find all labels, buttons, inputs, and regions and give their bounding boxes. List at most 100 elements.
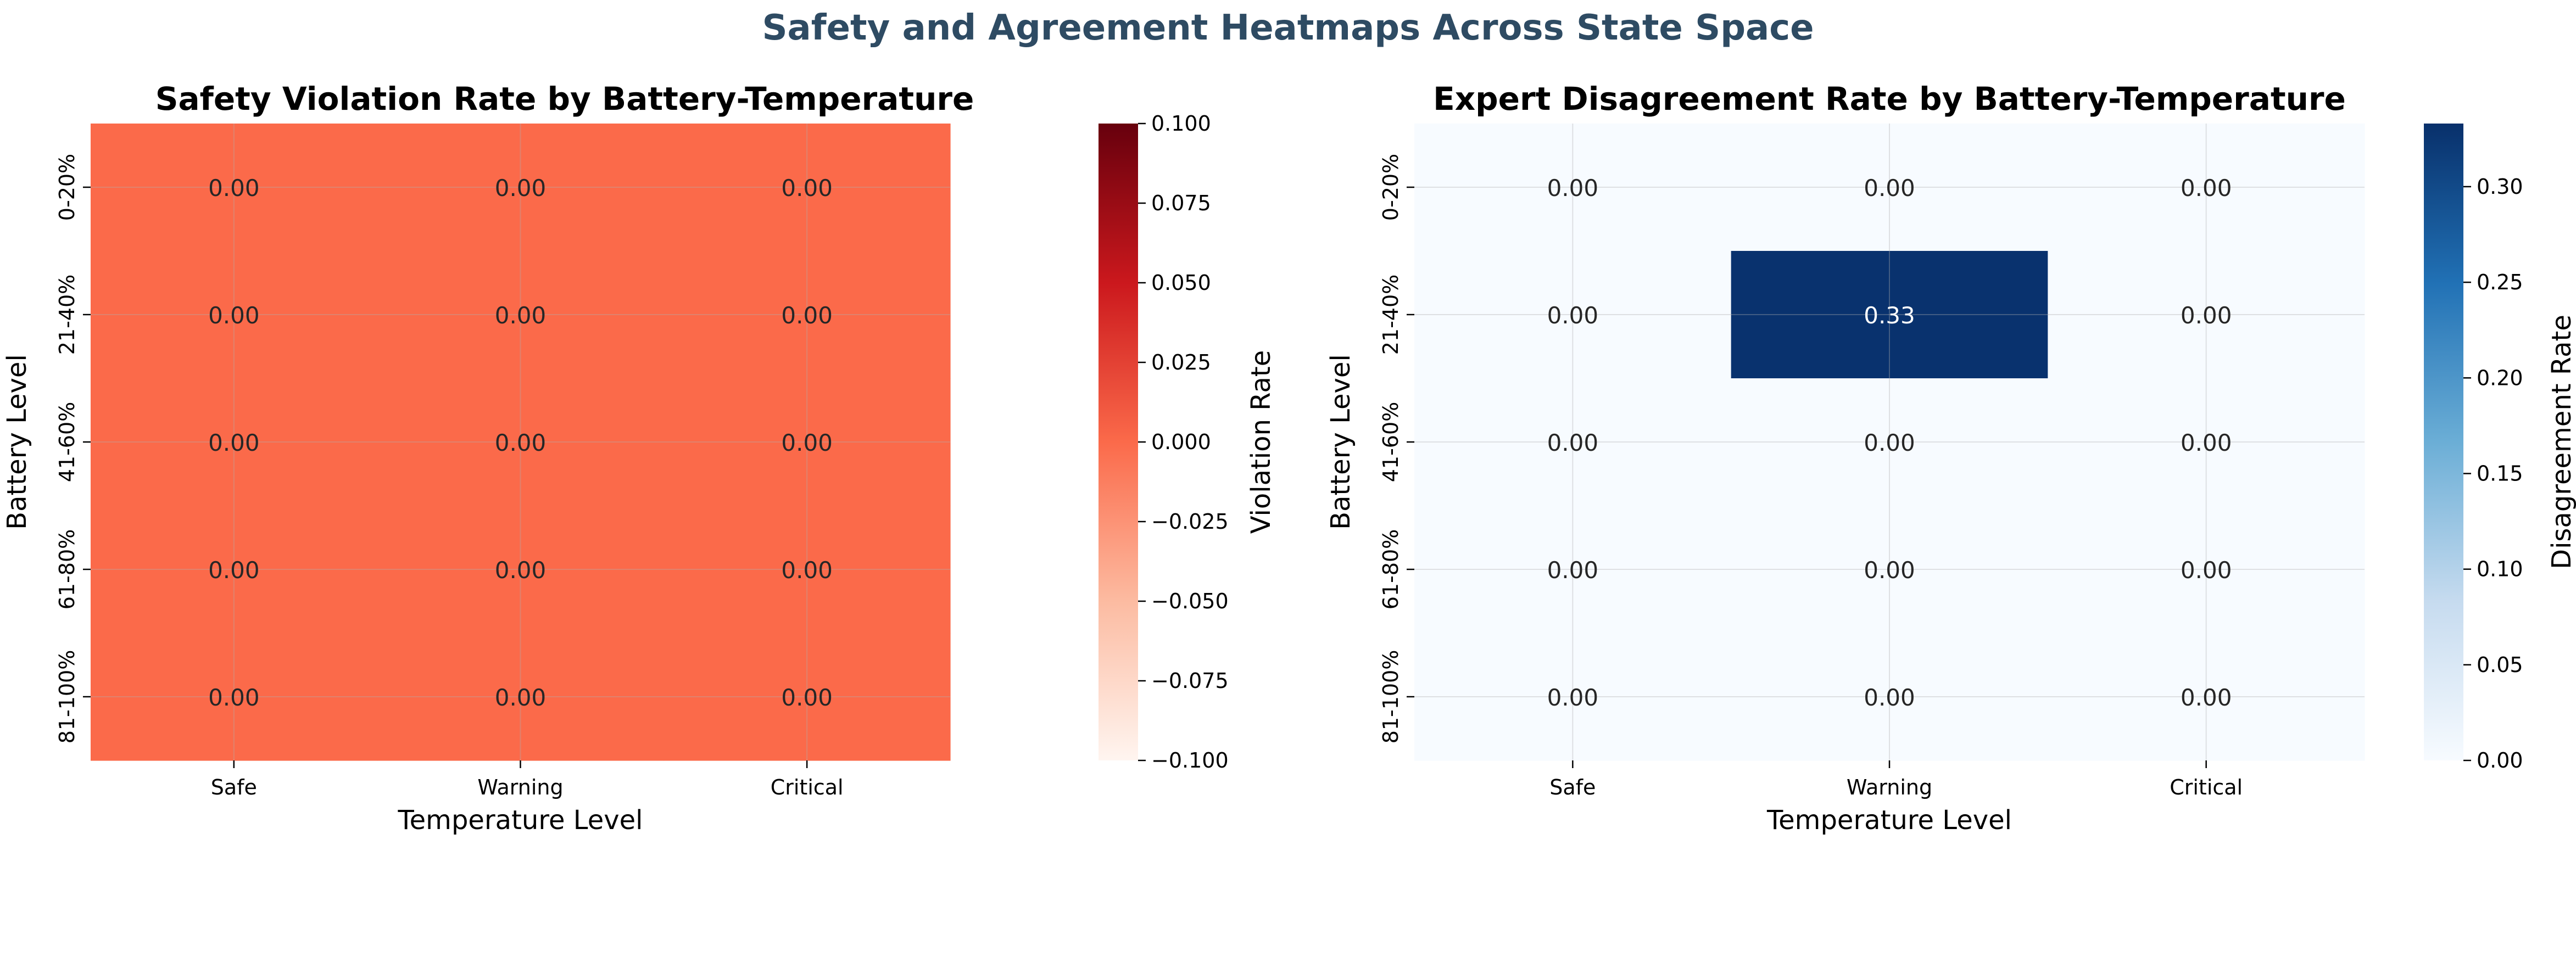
- heatmap-cell: [377, 124, 664, 251]
- heatmap-cell: [663, 251, 951, 379]
- colorbar-tick-label: 0.05: [2477, 653, 2523, 677]
- heatmap-cell: [2048, 251, 2365, 379]
- heatmap-cell: [1731, 251, 2048, 379]
- colorbar-tick-label: −0.025: [1151, 510, 1229, 534]
- colorbar-tick-label: 0.025: [1151, 350, 1211, 374]
- heatmap-cell: [91, 251, 378, 379]
- y-tick-label: 41-60%: [1379, 402, 1403, 483]
- cell-annotation: 0.00: [781, 175, 833, 201]
- colorbar-label: Disagreement Rate: [2546, 315, 2576, 569]
- heatmap-panel-violation: Safety Violation Rate by Battery-Tempera…: [2, 80, 1276, 836]
- heatmap-cell: [1731, 506, 2048, 634]
- heatmap-cell: [91, 124, 378, 251]
- colorbar: [2424, 124, 2463, 760]
- cell-annotation: 0.00: [1547, 557, 1599, 584]
- cell-annotation: 0.00: [208, 684, 260, 711]
- cell-annotation: 0.00: [208, 429, 260, 456]
- x-tick-label: Warning: [477, 775, 563, 799]
- x-tick-label: Warning: [1847, 775, 1932, 799]
- cell-annotation: 0.00: [1547, 175, 1599, 201]
- heatmap-cell: [2048, 378, 2365, 506]
- heatmap-cell: [377, 506, 664, 634]
- heatmap-cell: [1731, 633, 2048, 761]
- cell-annotation: 0.00: [2181, 557, 2232, 584]
- cell-annotation: 0.00: [1864, 429, 1915, 456]
- y-tick-label: 21-40%: [1379, 275, 1403, 355]
- cell-annotation: 0.00: [2181, 302, 2232, 329]
- y-tick-label: 0-20%: [55, 154, 79, 221]
- x-tick-label: Safe: [1549, 775, 1596, 799]
- y-tick-label: 81-100%: [1379, 650, 1403, 744]
- x-axis-label: Temperature Level: [397, 805, 643, 836]
- colorbar-label: Violation Rate: [1246, 350, 1276, 534]
- cell-annotation: 0.00: [495, 684, 547, 711]
- colorbar-tick-label: −0.075: [1151, 669, 1229, 693]
- cell-annotation: 0.00: [2181, 429, 2232, 456]
- cell-annotation: 0.00: [781, 302, 833, 329]
- heatmap-cell: [91, 378, 378, 506]
- cell-annotation: 0.00: [1547, 302, 1599, 329]
- colorbar-tick-label: 0.10: [2477, 557, 2523, 581]
- y-axis-label: Battery Level: [1325, 354, 1356, 530]
- cell-annotation: 0.00: [1547, 684, 1599, 711]
- x-tick-label: Safe: [211, 775, 257, 799]
- colorbar-tick-label: 0.000: [1151, 430, 1211, 454]
- heatmap-cell: [91, 633, 378, 761]
- y-tick-label: 81-100%: [55, 650, 79, 744]
- x-tick-label: Critical: [771, 775, 844, 799]
- panel-title: Expert Disagreement Rate by Battery-Temp…: [1433, 80, 2346, 117]
- heatmap-cell: [1731, 378, 2048, 506]
- cell-annotation: 0.00: [1864, 175, 1915, 201]
- colorbar-tick-label: 0.050: [1151, 271, 1211, 295]
- x-axis-label: Temperature Level: [1766, 805, 2012, 836]
- cell-annotation: 0.00: [2181, 175, 2232, 201]
- figure-title: Safety and Agreement Heatmaps Across Sta…: [762, 8, 1814, 48]
- colorbar-tick-label: 0.30: [2477, 175, 2523, 199]
- cell-annotation: 0.00: [781, 429, 833, 456]
- y-tick-label: 61-80%: [55, 529, 79, 610]
- y-tick-label: 41-60%: [55, 402, 79, 483]
- colorbar-tick-label: 0.075: [1151, 191, 1211, 215]
- cell-annotation: 0.00: [208, 175, 260, 201]
- y-tick-label: 0-20%: [1379, 154, 1403, 221]
- colorbar-tick-label: 0.00: [2477, 748, 2523, 773]
- y-tick-label: 61-80%: [1379, 529, 1403, 610]
- y-tick-label: 21-40%: [55, 275, 79, 355]
- heatmap-cell: [2048, 124, 2365, 251]
- colorbar-tick-label: −0.100: [1151, 748, 1229, 773]
- y-axis-label: Battery Level: [2, 354, 32, 530]
- cell-annotation: 0.00: [495, 302, 547, 329]
- heatmap-panel-disagreement: Expert Disagreement Rate by Battery-Temp…: [1325, 80, 2576, 836]
- cell-annotation: 0.00: [2181, 684, 2232, 711]
- heatmap-cell: [2048, 506, 2365, 634]
- cell-annotation: 0.00: [208, 302, 260, 329]
- x-tick-label: Critical: [2170, 775, 2243, 799]
- heatmap-cell: [1414, 124, 1732, 251]
- heatmap-cell: [663, 506, 951, 634]
- heatmap-cell: [91, 506, 378, 634]
- heatmap-cell: [663, 378, 951, 506]
- heatmap-cell: [1414, 633, 1732, 761]
- heatmap-cell: [2048, 633, 2365, 761]
- cell-annotation: 0.00: [781, 684, 833, 711]
- colorbar-tick-label: 0.20: [2477, 366, 2523, 390]
- cell-annotation: 0.00: [1864, 557, 1915, 584]
- cell-annotation: 0.00: [1547, 429, 1599, 456]
- cell-annotation: 0.00: [781, 557, 833, 584]
- heatmap-cell: [377, 378, 664, 506]
- cell-annotation: 0.00: [1864, 684, 1915, 711]
- cell-annotation: 0.00: [495, 175, 547, 201]
- heatmap-cell: [377, 251, 664, 379]
- heatmap-cell: [1414, 251, 1732, 379]
- heatmap-cell: [377, 633, 664, 761]
- panel-title: Safety Violation Rate by Battery-Tempera…: [155, 80, 974, 117]
- colorbar-tick-label: 0.15: [2477, 461, 2523, 485]
- heatmap-cell: [663, 124, 951, 251]
- colorbar-tick-label: −0.050: [1151, 589, 1229, 613]
- colorbar: [1099, 124, 1138, 760]
- colorbar-tick-label: 0.100: [1151, 111, 1211, 136]
- heatmap-cell: [1731, 124, 2048, 251]
- heatmap-cell: [1414, 506, 1732, 634]
- cell-annotation: 0.00: [208, 557, 260, 584]
